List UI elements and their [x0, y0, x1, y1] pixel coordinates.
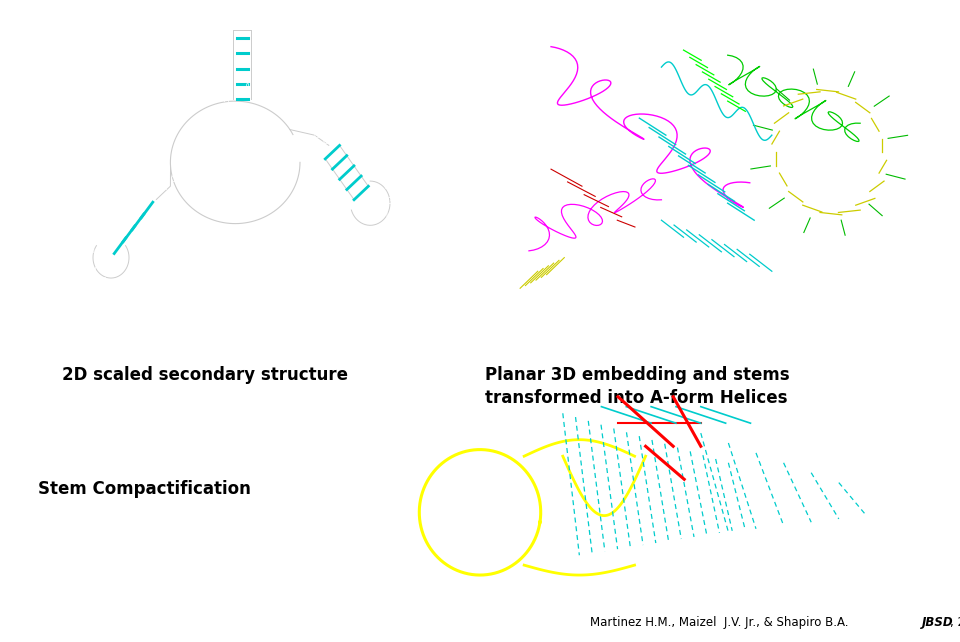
- Text: G: G: [175, 104, 180, 113]
- Text: U: U: [90, 266, 96, 276]
- Text: G: G: [372, 171, 378, 180]
- Text: Martinez H.M., Maizel  J.V. Jr., & Shapiro B.A.: Martinez H.M., Maizel J.V. Jr., & Shapir…: [590, 616, 852, 629]
- Text: Stem Compactification: Stem Compactification: [38, 480, 252, 498]
- Text: C: C: [300, 114, 304, 123]
- Text: G: G: [180, 164, 186, 174]
- Text: , 25, 2008: , 25, 2008: [949, 616, 960, 629]
- Text: U: U: [386, 213, 391, 221]
- Text: G: G: [323, 137, 328, 146]
- Text: C: C: [112, 281, 117, 290]
- Text: U: U: [196, 226, 202, 235]
- Text: C: C: [306, 124, 312, 133]
- Text: A: A: [276, 223, 281, 232]
- Text: C: C: [154, 194, 158, 203]
- Text: G: G: [224, 49, 229, 58]
- Text: G: G: [155, 260, 160, 269]
- Text: G: G: [179, 248, 184, 257]
- Text: A: A: [224, 95, 228, 104]
- Text: U: U: [368, 164, 372, 174]
- Text: G: G: [317, 219, 323, 228]
- Text: C: C: [256, 49, 261, 58]
- Text: U: U: [191, 257, 197, 266]
- Text: G: G: [302, 197, 308, 206]
- Text: A: A: [245, 82, 251, 91]
- Text: U: U: [356, 182, 363, 191]
- Text: 2D scaled secondary structure: 2D scaled secondary structure: [62, 366, 348, 384]
- Text: A: A: [280, 96, 285, 105]
- Text: A: A: [109, 202, 116, 211]
- Text: U: U: [331, 205, 337, 214]
- Text: A: A: [162, 184, 168, 193]
- Text: A: A: [189, 155, 195, 164]
- Text: A: A: [301, 117, 306, 126]
- Text: G: G: [171, 175, 177, 184]
- Text: G: G: [224, 33, 229, 42]
- Text: U: U: [384, 182, 389, 191]
- Text: A: A: [158, 214, 164, 223]
- Text: A: A: [170, 253, 175, 262]
- Text: C: C: [310, 224, 315, 233]
- Text: C: C: [133, 270, 139, 279]
- Text: C: C: [152, 162, 157, 171]
- Text: G: G: [207, 85, 213, 94]
- Text: C: C: [256, 33, 261, 42]
- Text: U: U: [86, 257, 92, 266]
- Text: A: A: [288, 103, 294, 112]
- Text: G: G: [324, 213, 330, 221]
- Text: U: U: [313, 162, 319, 171]
- Text: G: G: [140, 236, 146, 245]
- Text: G: G: [387, 197, 393, 206]
- Text: C: C: [132, 247, 137, 256]
- Text: A: A: [201, 236, 205, 245]
- Text: G: G: [150, 224, 156, 233]
- Text: U: U: [144, 265, 150, 274]
- Text: C: C: [302, 229, 308, 238]
- Text: U: U: [256, 64, 261, 73]
- Text: C: C: [123, 277, 128, 286]
- Text: G: G: [237, 234, 243, 243]
- Text: G: G: [313, 130, 319, 140]
- Text: U: U: [164, 199, 170, 208]
- Text: Planar 3D embedding and stems
transformed into A-form Helices: Planar 3D embedding and stems transforme…: [485, 366, 789, 407]
- Text: A: A: [224, 64, 228, 73]
- Text: JBSD: JBSD: [923, 616, 954, 629]
- Text: G: G: [101, 277, 107, 286]
- Text: C: C: [224, 80, 228, 89]
- Text: G: G: [255, 80, 261, 89]
- Text: G: G: [88, 247, 94, 256]
- Text: A: A: [156, 130, 163, 139]
- Text: U: U: [256, 95, 261, 104]
- Text: U: U: [189, 243, 195, 252]
- Text: U: U: [374, 158, 380, 167]
- Text: G: G: [210, 229, 217, 238]
